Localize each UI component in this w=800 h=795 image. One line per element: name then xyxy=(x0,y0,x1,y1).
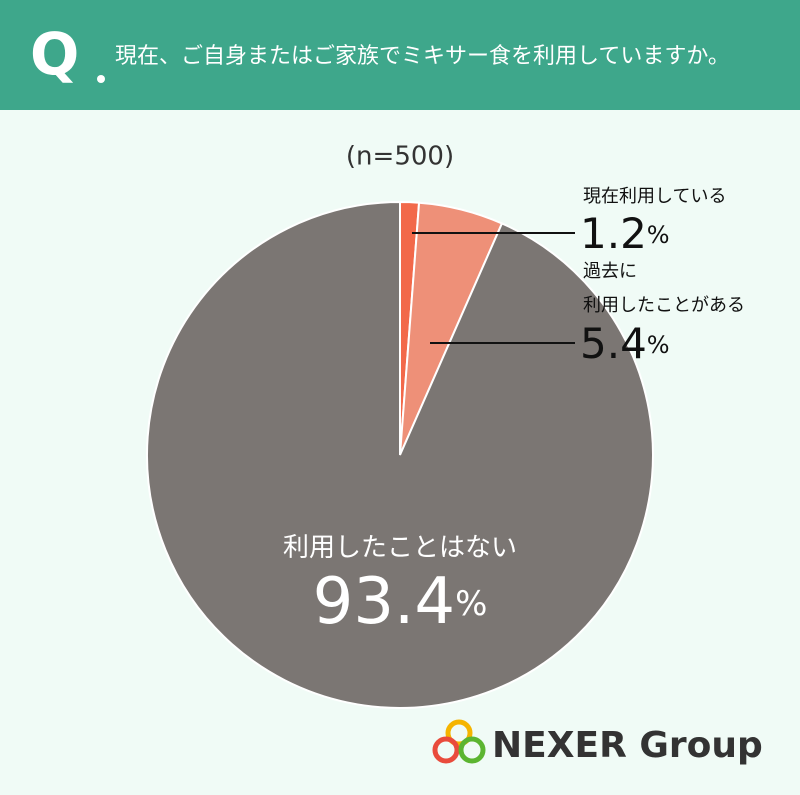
logo-text: NEXER Group xyxy=(492,725,763,766)
category-label: 過去に利用したことがある xyxy=(583,261,745,316)
subtitle: (n=500) xyxy=(346,142,454,172)
value-label: 1.2% xyxy=(580,209,670,258)
category-label: 現在利用している xyxy=(583,186,726,207)
value-label: 5.4% xyxy=(580,319,670,368)
q-dot xyxy=(97,75,105,83)
header-bar xyxy=(0,0,800,110)
q-mark: Q xyxy=(30,20,79,88)
logo-ring xyxy=(445,719,473,747)
category-label: 利用したことはない xyxy=(283,533,517,563)
pie-slice xyxy=(146,200,654,709)
pie xyxy=(146,200,654,709)
logo: NEXER Group xyxy=(432,719,763,766)
question: 現在、ご自身またはご家族でミキサー食を利用していますか。 xyxy=(115,44,730,69)
value-label: 93.4% xyxy=(313,565,488,639)
logo-ring xyxy=(458,736,486,764)
logo-ring xyxy=(432,736,460,764)
